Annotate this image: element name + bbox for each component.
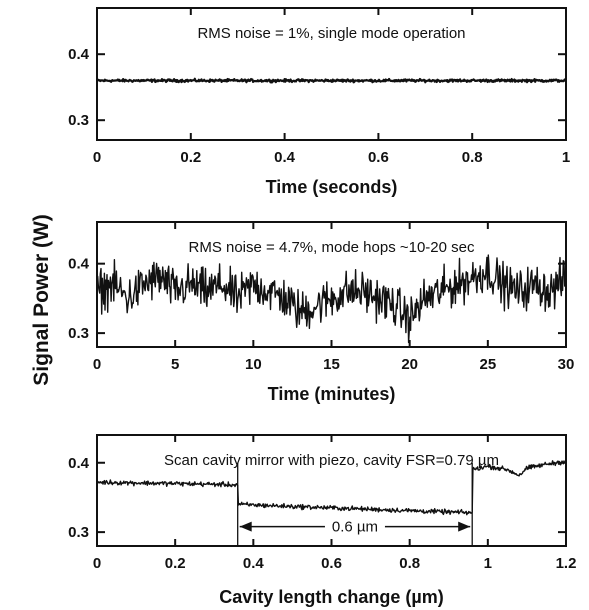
x-tick-label: 20 xyxy=(401,356,418,373)
plot-frame xyxy=(96,7,567,141)
annotation: RMS noise = 4.7%, mode hops ~10-20 sec xyxy=(189,239,475,256)
chart-panel-2: 0 5 10 15 20 25 30 0.3 0.4 RMS noise = 4.7%, mode… xyxy=(68,221,575,404)
x-tick-label: 1.2 xyxy=(556,555,577,572)
signal-trace xyxy=(96,460,567,516)
x-tick-label: 0 xyxy=(93,356,101,373)
signal-trace xyxy=(96,254,567,344)
y-tick-label: 0.3 xyxy=(68,325,89,342)
y-tick-label: 0.4 xyxy=(68,455,90,472)
x-axis-label: Time (seconds) xyxy=(266,177,398,197)
y-tick-label: 0.3 xyxy=(68,112,89,129)
annotation: Scan cavity mirror with piezo, cavity FS… xyxy=(164,452,499,469)
chart-panel-1: 0 0.2 0.4 0.6 0.8 1 0.3 0.4 RMS noise = 1%, sing… xyxy=(68,7,570,197)
shared-y-axis-label: Signal Power (W) xyxy=(30,214,53,386)
x-tick-label: 1 xyxy=(562,149,570,166)
y-tick-label: 0.4 xyxy=(68,46,90,63)
x-axis-label: Cavity length change (µm) xyxy=(219,587,443,607)
x-tick-label: 0.8 xyxy=(462,149,483,166)
x-tick-label: 0.6 xyxy=(368,149,389,166)
chart-panel-3: 0 0.2 0.4 0.6 0.8 1 1.2 0.3 0.4 Scan cavity mirro… xyxy=(68,434,577,607)
dimension-label: 0.6 µm xyxy=(332,519,378,536)
x-tick-label: 5 xyxy=(171,356,179,373)
x-tick-label: 15 xyxy=(323,356,340,373)
x-tick-label: 30 xyxy=(558,356,575,373)
x-tick-label: 0.6 xyxy=(321,555,342,572)
arrowhead-left xyxy=(239,521,252,532)
x-axis-label: Time (minutes) xyxy=(268,384,396,404)
y-tick-label: 0.4 xyxy=(68,256,90,273)
arrowhead-right xyxy=(458,521,471,532)
signal-trace xyxy=(96,77,567,84)
x-tick-label: 0 xyxy=(93,555,101,572)
x-tick-label: 0.8 xyxy=(399,555,420,572)
x-tick-label: 0.2 xyxy=(180,149,201,166)
x-tick-label: 0.2 xyxy=(165,555,186,572)
x-tick-label: 0.4 xyxy=(274,149,296,166)
dimension-label-bg xyxy=(324,516,385,537)
x-tick-label: 10 xyxy=(245,356,262,373)
y-tick-label: 0.3 xyxy=(68,524,89,541)
x-tick-label: 25 xyxy=(479,356,496,373)
x-tick-label: 1 xyxy=(484,555,492,572)
x-tick-label: 0.4 xyxy=(243,555,265,572)
x-tick-label: 0 xyxy=(93,149,101,166)
annotation: RMS noise = 1%, single mode operation xyxy=(197,25,465,42)
